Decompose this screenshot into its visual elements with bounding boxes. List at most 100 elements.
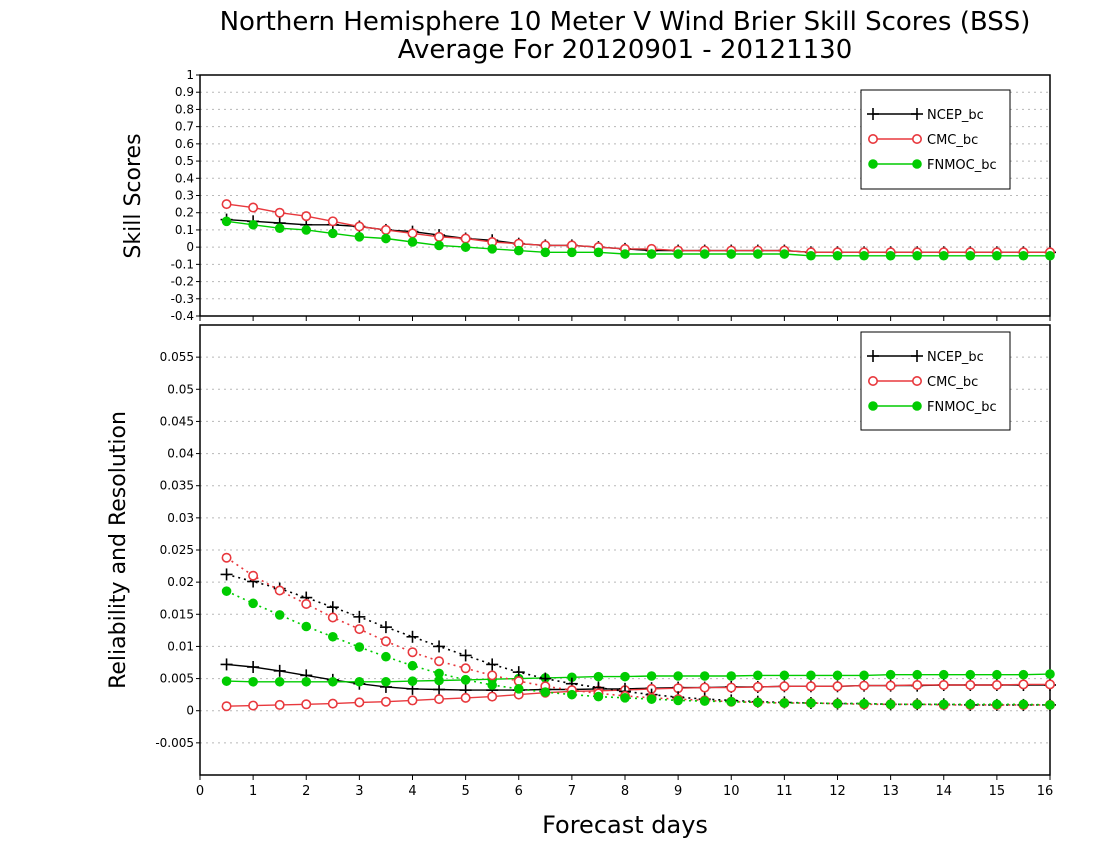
series-line xyxy=(226,590,1051,706)
data-point xyxy=(992,699,1002,710)
data-point xyxy=(992,250,1002,261)
data-point xyxy=(221,552,232,563)
data-point xyxy=(380,636,391,647)
panel-1: -0.4 -0.3 -0.2 -0.1 0 0.1 0.2 0.3 0.4 0.5 0.6 0.7 0.… xyxy=(121,68,1056,323)
data-point xyxy=(354,232,365,242)
legend-marker xyxy=(911,375,922,386)
data-point xyxy=(699,671,710,681)
data-point xyxy=(248,219,258,230)
y-tick-label: 0.7 xyxy=(175,120,194,134)
y-tick-label: 0.3 xyxy=(175,189,194,203)
x-tick-label: 11 xyxy=(776,784,793,799)
data-point xyxy=(912,699,922,710)
x-tick-label: 5 xyxy=(461,784,469,799)
data-point xyxy=(247,661,260,673)
data-point xyxy=(274,610,285,620)
x-tick-label: 2 xyxy=(302,784,310,799)
data-point xyxy=(434,694,445,705)
y-tick-label: 0.5 xyxy=(175,154,194,168)
legend-marker xyxy=(867,108,879,120)
data-point xyxy=(407,228,418,239)
y-tick-label: 0.055 xyxy=(160,350,194,364)
legend-label: NCEP_bc xyxy=(927,108,984,123)
data-point xyxy=(885,680,896,691)
data-point xyxy=(273,664,286,677)
data-point xyxy=(965,679,976,690)
data-point xyxy=(832,698,843,709)
data-point xyxy=(381,676,391,687)
data-point xyxy=(354,642,365,652)
y-tick-label: 0.6 xyxy=(175,137,194,151)
data-point xyxy=(460,242,471,252)
y-tick-label: 0.05 xyxy=(167,382,194,396)
x-tick-label: 1 xyxy=(249,784,257,799)
data-point xyxy=(433,640,446,653)
data-point xyxy=(726,682,737,693)
data-point xyxy=(381,233,391,244)
data-point xyxy=(859,680,870,691)
chart-panels: -0.4 -0.3 -0.2 -0.1 0 0.1 0.2 0.3 0.4 0.5 0.6 0.7 0.… xyxy=(106,68,1056,799)
data-point xyxy=(965,699,976,710)
x-tick-label: 13 xyxy=(882,784,899,799)
plot-frame xyxy=(199,74,1051,317)
data-point xyxy=(779,670,790,681)
data-point xyxy=(221,199,232,210)
data-point xyxy=(806,670,816,681)
data-point xyxy=(406,630,419,643)
data-point xyxy=(301,225,312,235)
y-tick-label: 0.1 xyxy=(175,223,194,237)
data-point xyxy=(991,679,1002,690)
y-tick-label: 0.4 xyxy=(175,171,194,185)
x-tick-label: 9 xyxy=(674,784,682,799)
series-FNMOC_bc-resolution xyxy=(221,586,1055,710)
data-point xyxy=(859,250,869,261)
data-point xyxy=(248,598,258,609)
y-tick-label: 0.035 xyxy=(160,479,194,493)
data-point xyxy=(806,698,816,708)
legend-item-CMC_bc: CMC_bc xyxy=(867,375,978,390)
data-point xyxy=(301,211,312,222)
data-point xyxy=(1045,669,1055,679)
data-point xyxy=(620,693,630,703)
data-point xyxy=(380,224,391,235)
y-tick-label: -0.4 xyxy=(171,309,194,323)
y-axis-label: Skill Scores xyxy=(121,133,146,258)
legend-item-FNMOC_bc: FNMOC_bc xyxy=(868,400,997,415)
data-point xyxy=(274,699,285,710)
data-point xyxy=(459,649,472,662)
data-point xyxy=(460,692,471,703)
x-tick-label: 10 xyxy=(723,784,740,799)
data-point xyxy=(699,696,710,706)
data-point xyxy=(1018,250,1029,261)
data-point xyxy=(832,681,843,692)
data-point xyxy=(1018,679,1029,690)
legend-marker xyxy=(867,350,879,362)
data-point xyxy=(487,670,498,681)
legend-marker xyxy=(868,401,878,411)
y-tick-label: 0.03 xyxy=(167,511,194,525)
data-point xyxy=(1018,669,1029,680)
legend-marker xyxy=(868,159,878,169)
data-point xyxy=(593,691,604,702)
data-point xyxy=(859,670,869,681)
y-tick-label: 0.2 xyxy=(175,206,194,220)
data-point xyxy=(912,679,923,690)
data-point xyxy=(1045,679,1056,690)
legend-marker xyxy=(911,108,923,120)
data-point xyxy=(380,696,391,707)
data-point xyxy=(912,250,922,261)
data-point xyxy=(327,698,338,709)
data-point xyxy=(885,669,896,680)
data-point xyxy=(806,250,816,261)
data-point xyxy=(673,249,683,259)
x-tick-label: 8 xyxy=(621,784,629,799)
y-tick-label: 0.9 xyxy=(175,85,194,99)
legend-label: FNMOC_bc xyxy=(927,400,997,415)
data-point xyxy=(726,696,737,707)
series-line xyxy=(226,573,1050,706)
x-tick-label: 4 xyxy=(408,784,416,799)
data-point xyxy=(646,671,657,681)
legend-item-NCEP_bc: NCEP_bc xyxy=(867,108,984,123)
data-point xyxy=(407,660,418,671)
y-tick-label: 0.045 xyxy=(160,414,194,428)
